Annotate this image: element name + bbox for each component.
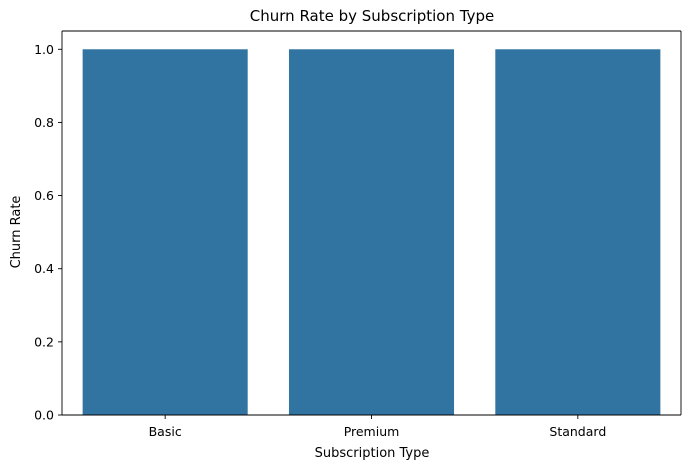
- bar-premium: [288, 49, 455, 416]
- x-axis-label: Subscription Type: [315, 446, 430, 461]
- ticks-layer: Basic Premium Standard 0.0 0.2 0.4 0.6 0.8 1.0: [34, 42, 606, 439]
- y-tick-label: 0.0: [34, 408, 54, 423]
- y-tick-label: 0.8: [34, 115, 54, 130]
- bar-standard: [495, 49, 661, 416]
- x-tick-label: Premium: [344, 424, 400, 439]
- x-tick-label: Standard: [549, 424, 606, 439]
- bars-layer: [82, 49, 661, 416]
- bar-basic: [82, 49, 248, 416]
- x-tick-label: Basic: [149, 424, 182, 439]
- y-tick-label: 0.2: [34, 334, 54, 349]
- y-tick-label: 1.0: [34, 42, 54, 57]
- y-tick-label: 0.4: [34, 261, 54, 276]
- y-axis-label: Churn Rate: [9, 196, 24, 269]
- chart-title: Churn Rate by Subscription Type: [250, 7, 494, 25]
- y-tick-label: 0.6: [34, 188, 54, 203]
